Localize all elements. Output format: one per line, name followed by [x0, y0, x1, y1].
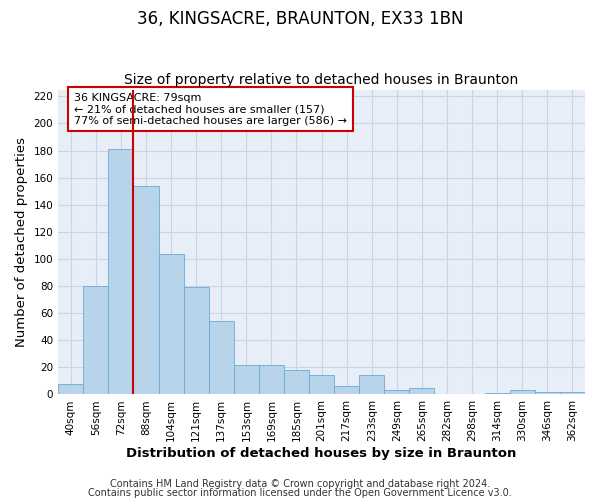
Bar [209, 322, 234, 394]
Bar [158, 254, 184, 394]
Bar [284, 370, 309, 394]
X-axis label: Distribution of detached houses by size in Braunton: Distribution of detached houses by size … [127, 447, 517, 460]
Bar [359, 376, 385, 394]
Bar [133, 186, 158, 394]
Bar [259, 364, 284, 394]
Bar [109, 149, 133, 394]
Text: 36 KINGSACRE: 79sqm
← 21% of detached houses are smaller (157)
77% of semi-detac: 36 KINGSACRE: 79sqm ← 21% of detached ho… [74, 92, 347, 126]
Bar [535, 392, 560, 394]
Bar [409, 388, 434, 394]
Bar [385, 390, 409, 394]
Bar [309, 376, 334, 394]
Bar [560, 392, 585, 394]
Bar [58, 384, 83, 394]
Text: Contains HM Land Registry data © Crown copyright and database right 2024.: Contains HM Land Registry data © Crown c… [110, 479, 490, 489]
Bar [334, 386, 359, 394]
Text: 36, KINGSACRE, BRAUNTON, EX33 1BN: 36, KINGSACRE, BRAUNTON, EX33 1BN [137, 10, 463, 28]
Bar [234, 364, 259, 394]
Bar [83, 286, 109, 395]
Y-axis label: Number of detached properties: Number of detached properties [15, 137, 28, 347]
Text: Contains public sector information licensed under the Open Government Licence v3: Contains public sector information licen… [88, 488, 512, 498]
Bar [485, 393, 510, 394]
Bar [510, 390, 535, 394]
Title: Size of property relative to detached houses in Braunton: Size of property relative to detached ho… [124, 73, 519, 87]
Bar [184, 288, 209, 395]
